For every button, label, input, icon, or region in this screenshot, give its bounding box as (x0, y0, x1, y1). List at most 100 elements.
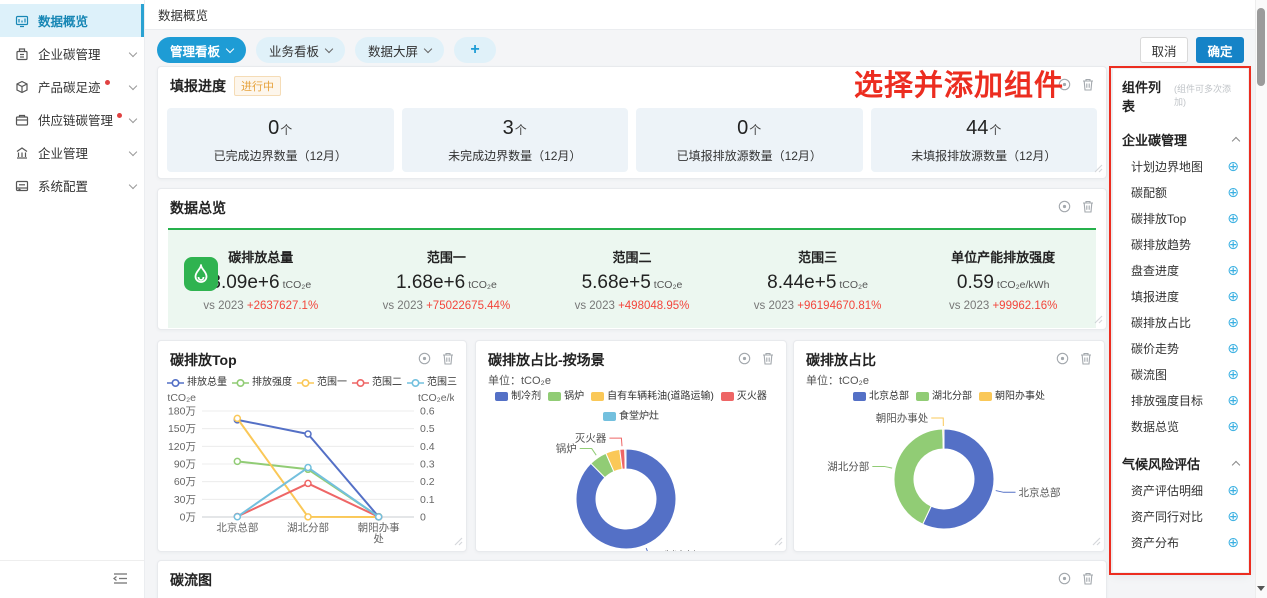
component-item[interactable]: 碳排放Top ⊕ (1122, 205, 1239, 231)
delete-card-icon[interactable] (1082, 200, 1094, 216)
chevron-down-icon (128, 147, 138, 156)
chevron-down-icon (128, 48, 138, 57)
component-item[interactable]: 填报进度 ⊕ (1122, 283, 1239, 309)
window-scrollbar[interactable] (1255, 0, 1267, 598)
add-component-icon[interactable]: ⊕ (1227, 508, 1239, 524)
resize-handle[interactable] (454, 534, 463, 549)
settings-icon[interactable] (418, 352, 431, 368)
legend-label: 北京总部 (869, 391, 909, 402)
legend-item-自有车辆耗油(道路运输)[interactable]: 自有车辆耗油(道路运输) (591, 390, 714, 403)
settings-icon[interactable] (1056, 352, 1069, 368)
add-component-icon[interactable]: ⊕ (1227, 262, 1239, 278)
legend-item-制冷剂[interactable]: 制冷剂 (495, 390, 541, 403)
legend-item-范围三[interactable]: 范围三 (407, 376, 457, 389)
component-item[interactable]: 排放强度目标 ⊕ (1122, 387, 1239, 413)
component-item-label: 资产分布 (1131, 535, 1180, 550)
add-component-icon[interactable]: ⊕ (1227, 340, 1239, 356)
component-group-企业碳管理[interactable]: 企业碳管理 (1122, 127, 1241, 151)
svg-text:0.6: 0.6 (420, 406, 435, 418)
component-item[interactable]: 碳排放趋势 ⊕ (1122, 231, 1239, 257)
legend-item-灭火器[interactable]: 灭火器 (720, 390, 767, 403)
sidebar-item-3[interactable]: 产品碳足迹 (0, 70, 144, 103)
component-item[interactable]: 碳价走势 ⊕ (1122, 335, 1239, 361)
add-component-icon[interactable]: ⊕ (1227, 366, 1239, 382)
add-component-icon[interactable]: ⊕ (1227, 482, 1239, 498)
settings-icon[interactable] (738, 352, 751, 368)
component-item[interactable]: 碳流图 ⊕ (1122, 361, 1239, 387)
svg-text:北京总部: 北京总部 (1019, 486, 1061, 499)
sidebar-item-2[interactable]: 企业碳管理 (0, 37, 144, 70)
add-component-icon[interactable]: ⊕ (1227, 184, 1239, 200)
sidebar-menu: 数据概览 企业碳管理 产品碳足迹 供应链碳管理 企业管理 系统配置 (0, 0, 144, 202)
add-component-icon[interactable]: ⊕ (1227, 314, 1239, 330)
resize-handle[interactable] (1094, 312, 1103, 327)
chevron-down-icon (128, 114, 138, 123)
component-item-label: 数据总览 (1131, 419, 1180, 434)
component-item[interactable]: 计划边界地图 ⊕ (1122, 153, 1239, 179)
component-item[interactable]: 资产分布 ⊕ (1122, 529, 1239, 555)
component-item[interactable]: 数据总览 ⊕ (1122, 413, 1239, 439)
stat-label: 未填报排放源数量（12月） (911, 149, 1057, 163)
legend-item-北京总部[interactable]: 北京总部 (853, 390, 909, 403)
resize-handle[interactable] (1094, 161, 1103, 176)
confirm-button[interactable]: 确定 (1196, 37, 1244, 63)
delete-card-icon[interactable] (1082, 572, 1094, 588)
org-share-title: 碳排放占比 (806, 352, 876, 368)
legend-item-范围二[interactable]: 范围二 (352, 376, 402, 389)
legend-item-食堂炉灶[interactable]: 食堂炉灶 (603, 410, 659, 423)
tab-管理看板[interactable]: 管理看板 (157, 37, 247, 63)
delete-card-icon[interactable] (442, 352, 454, 368)
sidebar-item-1[interactable]: 数据概览 (0, 4, 144, 37)
sidebar-item-5[interactable]: 企业管理 (0, 136, 144, 169)
component-group-气候风险评估[interactable]: 气候风险评估 (1122, 451, 1241, 475)
legend-item-排放总量[interactable]: 排放总量 (167, 376, 227, 389)
overview-stat: 范围三 8.44e+5 tCO₂e vs 2023 +96194670.81% (725, 247, 911, 312)
fill-progress-stat: 0个 已完成边界数量（12月） (167, 108, 394, 172)
tab-数据大屏[interactable]: 数据大屏 (355, 37, 445, 63)
legend-item-范围一[interactable]: 范围一 (297, 376, 347, 389)
component-item-label: 碳排放Top (1131, 211, 1187, 226)
delete-card-icon[interactable] (762, 352, 774, 368)
legend-item-排放强度[interactable]: 排放强度 (232, 376, 292, 389)
scrollbar-thumb[interactable] (1257, 8, 1265, 86)
add-component-icon[interactable]: ⊕ (1227, 392, 1239, 408)
add-component-icon[interactable]: ⊕ (1227, 418, 1239, 434)
resize-handle[interactable] (1092, 534, 1101, 549)
component-item[interactable]: 碳配额 ⊕ (1122, 179, 1239, 205)
component-item[interactable]: 盘查进度 ⊕ (1122, 257, 1239, 283)
scroll-down-icon[interactable] (1257, 586, 1265, 595)
delete-card-icon[interactable] (1082, 78, 1094, 94)
add-component-icon[interactable]: ⊕ (1227, 158, 1239, 174)
cancel-button[interactable]: 取消 (1140, 37, 1188, 63)
svg-text:tCO₂e: tCO₂e (167, 392, 196, 404)
legend-item-锅炉[interactable]: 锅炉 (548, 390, 584, 403)
card-actions (1058, 200, 1094, 216)
add-dashboard-button[interactable]: + (454, 37, 497, 63)
dashboard-tabs: 管理看板 业务看板 数据大屏 + (157, 37, 497, 63)
card-actions (418, 352, 454, 368)
legend-item-湖北分部[interactable]: 湖北分部 (916, 390, 972, 403)
resize-handle[interactable] (774, 534, 783, 549)
collapse-sidebar-icon[interactable] (112, 572, 128, 588)
settings-icon[interactable] (1058, 78, 1071, 94)
delete-card-icon[interactable] (1080, 352, 1092, 368)
enterprise-carbon-icon (14, 46, 30, 62)
add-component-icon[interactable]: ⊕ (1227, 288, 1239, 304)
settings-icon[interactable] (1058, 572, 1071, 588)
pie-chart-legend: 制冷剂 锅炉 自有车辆耗油(道路运输) 灭火器食堂炉灶 (476, 388, 786, 423)
add-component-icon[interactable]: ⊕ (1227, 210, 1239, 226)
sidebar-item-6[interactable]: 系统配置 (0, 169, 144, 202)
legend-item-朝阳办事处[interactable]: 朝阳办事处 (979, 390, 1045, 403)
add-component-icon[interactable]: ⊕ (1227, 534, 1239, 550)
tab-业务看板[interactable]: 业务看板 (256, 37, 346, 63)
svg-text:0: 0 (420, 512, 426, 524)
sidebar-item-4[interactable]: 供应链碳管理 (0, 103, 144, 136)
settings-icon[interactable] (1058, 200, 1071, 216)
component-item[interactable]: 资产评估明细 ⊕ (1122, 477, 1239, 503)
component-item[interactable]: 资产同行对比 ⊕ (1122, 503, 1239, 529)
overview-stat: 范围一 1.68e+6 tCO₂e vs 2023 +75022675.44% (354, 247, 540, 312)
add-component-icon[interactable]: ⊕ (1227, 236, 1239, 252)
component-list-panel: 组件列表 (组件可多次添加) 企业碳管理 计划边界地图 ⊕ 碳配额 ⊕ 碳排放Top ⊕ 碳排… (1112, 68, 1249, 573)
component-item[interactable]: 碳排放占比 ⊕ (1122, 309, 1239, 335)
